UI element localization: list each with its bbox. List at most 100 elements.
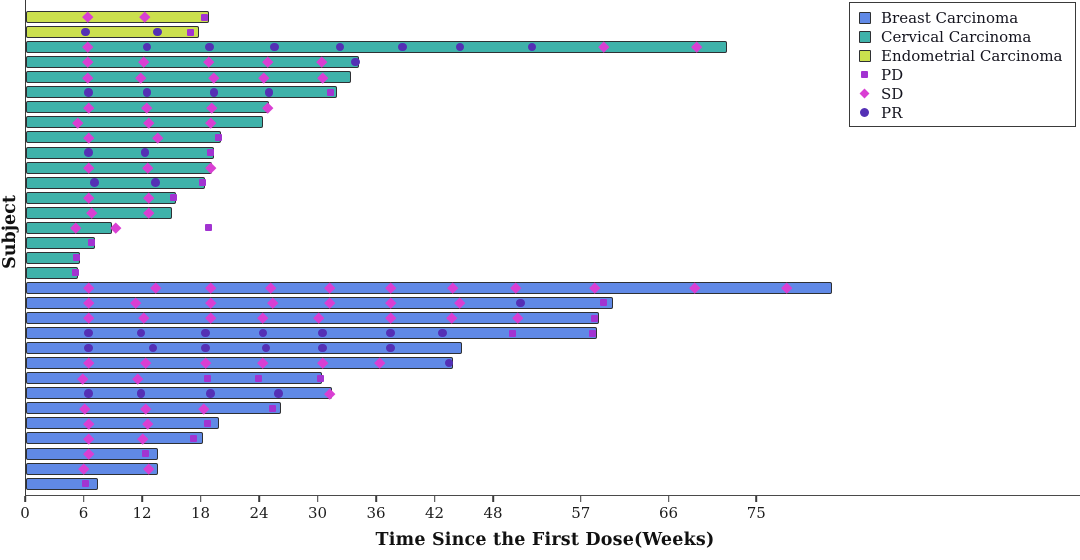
marker-pr-circle-icon xyxy=(386,328,395,338)
marker-pr-circle-icon xyxy=(81,27,90,37)
marker-pr-circle-icon xyxy=(140,148,150,157)
subject-bar xyxy=(26,86,337,99)
legend-label: Cervical Carcinoma xyxy=(881,27,1032,46)
marker-pd-square-icon xyxy=(72,269,80,277)
legend-swatch-circle-icon xyxy=(857,105,872,120)
subject-bar xyxy=(26,296,613,309)
marker-pr-circle-icon xyxy=(148,343,157,353)
x-tick-mark xyxy=(755,496,758,502)
subject-bar xyxy=(26,41,727,54)
legend-label: SD xyxy=(881,84,904,103)
subject-bar xyxy=(26,71,351,84)
marker-pr-circle-icon xyxy=(516,298,525,308)
x-tick-mark xyxy=(667,496,670,502)
subject-bar xyxy=(26,206,173,219)
marker-pr-circle-icon xyxy=(84,389,93,398)
marker-sd-diamond-icon xyxy=(110,222,122,234)
marker-pd-square-icon xyxy=(203,419,211,427)
x-tick-label: 24 xyxy=(249,504,269,522)
marker-pd-square-icon xyxy=(200,13,208,21)
marker-pr-circle-icon xyxy=(438,328,447,338)
subject-bar xyxy=(26,312,600,324)
subject-bar xyxy=(26,281,833,294)
x-tick-label: 48 xyxy=(483,504,503,522)
legend-label: PD xyxy=(881,65,904,84)
marker-pd-square-icon xyxy=(187,28,195,36)
x-tick-mark xyxy=(316,496,319,502)
legend-item-breast-carcinoma: Breast Carcinoma xyxy=(857,8,1069,27)
subject-bar xyxy=(26,221,112,234)
x-axis: 0 6 12 18 24 30 36 42 48 57 66 75 xyxy=(20,496,1080,526)
marker-pr-circle-icon xyxy=(136,389,146,398)
subject-bar xyxy=(26,372,323,385)
legend-item-pd: PD xyxy=(857,65,1069,84)
marker-pd-square-icon xyxy=(87,239,95,247)
legend-item-endometrial-carcinoma: Endometrial Carcinoma xyxy=(857,46,1069,65)
marker-pr-circle-icon xyxy=(136,328,146,338)
marker-pr-circle-icon xyxy=(318,328,327,338)
x-tick-mark xyxy=(433,496,436,502)
marker-pd-square-icon xyxy=(316,374,324,382)
marker-pr-circle-icon xyxy=(142,88,152,97)
marker-pd-square-icon xyxy=(204,224,212,232)
x-tick-mark xyxy=(82,496,85,502)
patch-swatch-icon xyxy=(858,30,871,43)
x-tick-mark xyxy=(24,496,26,502)
legend-swatch-diamond-icon xyxy=(857,86,872,101)
legend-item-pr: PR xyxy=(857,103,1069,122)
marker-pr-circle-icon xyxy=(527,42,537,52)
subject-bar xyxy=(26,477,99,490)
legend-swatch-patch-icon xyxy=(857,10,872,25)
subject-bar xyxy=(26,161,213,174)
marker-pr-circle-icon xyxy=(274,389,283,398)
marker-pd-square-icon xyxy=(509,329,516,337)
legend-item-cervical-carcinoma: Cervical Carcinoma xyxy=(857,27,1069,46)
marker-pr-circle-icon xyxy=(270,42,279,52)
marker-pr-circle-icon xyxy=(205,42,214,52)
marker-pr-circle-icon xyxy=(209,88,219,97)
marker-pd-square-icon xyxy=(599,299,607,307)
subject-bar xyxy=(26,432,203,445)
x-tick-label: 75 xyxy=(746,504,766,522)
marker-pd-square-icon xyxy=(254,374,262,382)
subject-bar xyxy=(26,402,282,415)
marker-pr-circle-icon xyxy=(201,343,210,353)
subject-bar xyxy=(26,327,598,340)
marker-pd-square-icon xyxy=(142,450,150,457)
subject-bar xyxy=(26,11,210,23)
marker-pr-circle-icon xyxy=(261,343,271,353)
marker-pr-circle-icon xyxy=(386,343,395,353)
subject-bar xyxy=(26,131,221,144)
diamond-swatch-icon xyxy=(859,88,870,99)
marker-pr-circle-icon xyxy=(258,328,268,338)
marker-pr-circle-icon xyxy=(318,343,327,353)
marker-pr-circle-icon xyxy=(90,178,99,187)
marker-pr-circle-icon xyxy=(84,148,93,157)
marker-pd-square-icon xyxy=(206,149,214,156)
marker-pd-square-icon xyxy=(589,329,596,337)
marker-pr-circle-icon xyxy=(151,178,160,187)
x-tick-label: 12 xyxy=(132,504,152,522)
marker-pr-circle-icon xyxy=(142,42,152,52)
legend-swatch-patch-icon xyxy=(857,48,872,63)
x-axis-label: Time Since the First Dose(Weeks) xyxy=(375,530,715,550)
marker-pd-square-icon xyxy=(203,374,211,382)
subject-bar xyxy=(26,342,462,355)
marker-pd-square-icon xyxy=(214,133,222,141)
marker-pr-circle-icon xyxy=(351,57,360,67)
legend-label: PR xyxy=(881,103,903,122)
x-tick-mark xyxy=(492,496,494,502)
subject-bar xyxy=(26,266,78,279)
legend-swatch-patch-icon xyxy=(857,29,872,44)
marker-pd-square-icon xyxy=(82,480,89,488)
marker-pd-square-icon xyxy=(269,404,277,412)
subject-bar xyxy=(26,176,206,189)
x-tick-mark xyxy=(580,496,582,502)
plot-area xyxy=(25,0,1080,496)
x-tick-label: 30 xyxy=(307,504,328,522)
x-tick-mark xyxy=(141,496,143,502)
square-swatch-icon xyxy=(861,71,868,78)
marker-pr-circle-icon xyxy=(398,42,407,52)
subject-bar xyxy=(26,462,158,475)
subject-bar xyxy=(26,56,359,69)
